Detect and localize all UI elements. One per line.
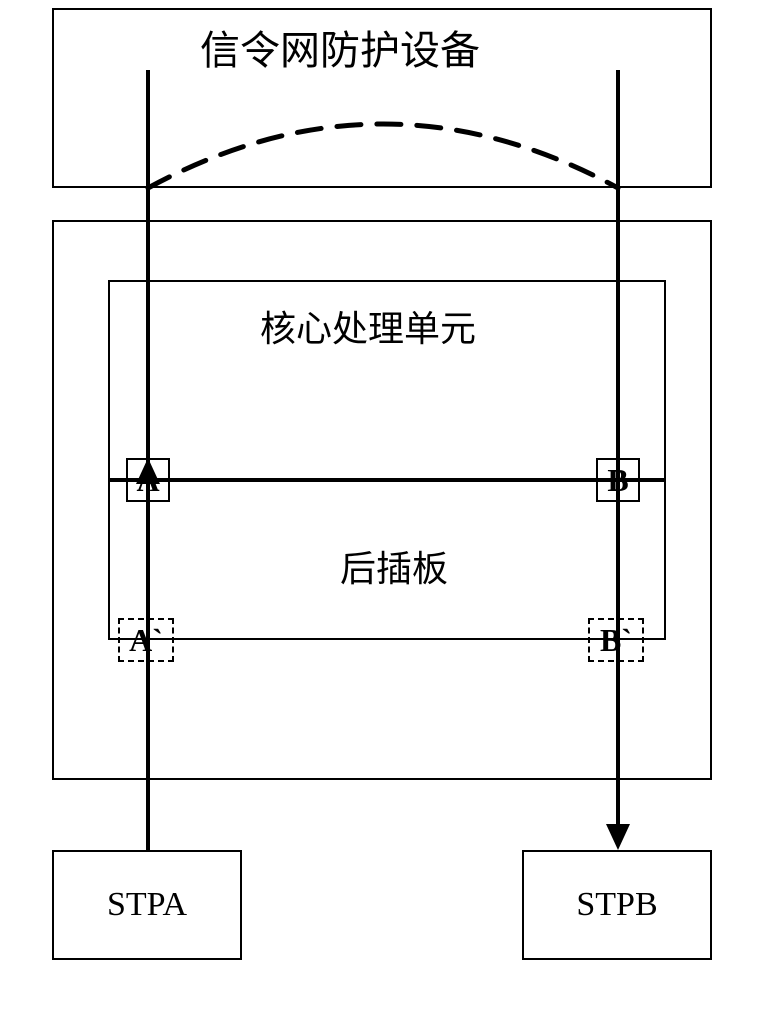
port-a: A (126, 458, 170, 502)
back-plate-title: 后插板 (340, 540, 448, 592)
port-a-label: A (136, 462, 159, 499)
port-b-prime: B` (588, 618, 644, 662)
port-b-prime-label: B` (600, 622, 632, 659)
right-arrow-down (606, 824, 630, 850)
stpa-label: STPA (107, 886, 187, 924)
core-unit-title: 核心处理单元 (260, 300, 476, 352)
diagram-stage: 信令网防护设备 核心处理单元 后插板 A B A` B` STPA STPB (0, 0, 765, 1016)
stpb-box: STPB (522, 850, 712, 960)
stpa-box: STPA (52, 850, 242, 960)
port-a-prime-label: A` (129, 622, 163, 659)
port-a-prime: A` (118, 618, 174, 662)
protection-device-title: 信令网防护设备 (200, 18, 480, 76)
stpb-label: STPB (576, 886, 657, 924)
port-b-label: B (607, 462, 628, 499)
port-b: B (596, 458, 640, 502)
